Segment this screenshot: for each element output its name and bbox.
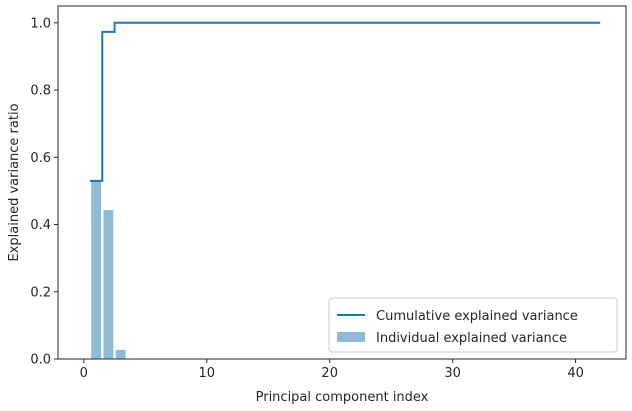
x-tick-label: 10 xyxy=(198,366,215,381)
legend-label-cumulative: Cumulative explained variance xyxy=(376,309,578,324)
y-tick-label: 0.6 xyxy=(30,151,51,166)
y-tick-label: 0.0 xyxy=(30,353,51,368)
legend-label-individual: Individual explained variance xyxy=(376,331,567,346)
x-axis-ticks: 0 10 20 30 40 xyxy=(80,359,584,381)
bar-pc-3 xyxy=(115,349,126,359)
x-tick-label: 20 xyxy=(321,366,338,381)
bar-pc-2 xyxy=(103,210,114,359)
x-tick-label: 30 xyxy=(444,366,461,381)
cumulative-variance-line xyxy=(89,21,601,182)
y-axis-label: Explained variance ratio xyxy=(7,103,22,261)
y-tick-label: 0.8 xyxy=(30,84,51,99)
bars-group xyxy=(91,180,126,359)
legend-box xyxy=(328,297,618,353)
legend: Cumulative explained variance Individual… xyxy=(328,297,618,353)
x-tick-label: 40 xyxy=(567,366,584,381)
y-tick-label: 0.2 xyxy=(30,285,51,300)
y-tick-label: 1.0 xyxy=(30,16,51,31)
y-axis-ticks: 0.0 0.2 0.4 0.6 0.8 1.0 xyxy=(30,16,58,368)
legend-swatch-individual xyxy=(337,332,365,342)
x-axis-label: Principal component index xyxy=(256,390,429,405)
x-tick-label: 0 xyxy=(80,366,88,381)
y-tick-label: 0.4 xyxy=(30,218,51,233)
bar-pc-1 xyxy=(91,180,102,359)
plot-frame xyxy=(57,5,627,360)
cumulative-line-group xyxy=(89,21,601,182)
